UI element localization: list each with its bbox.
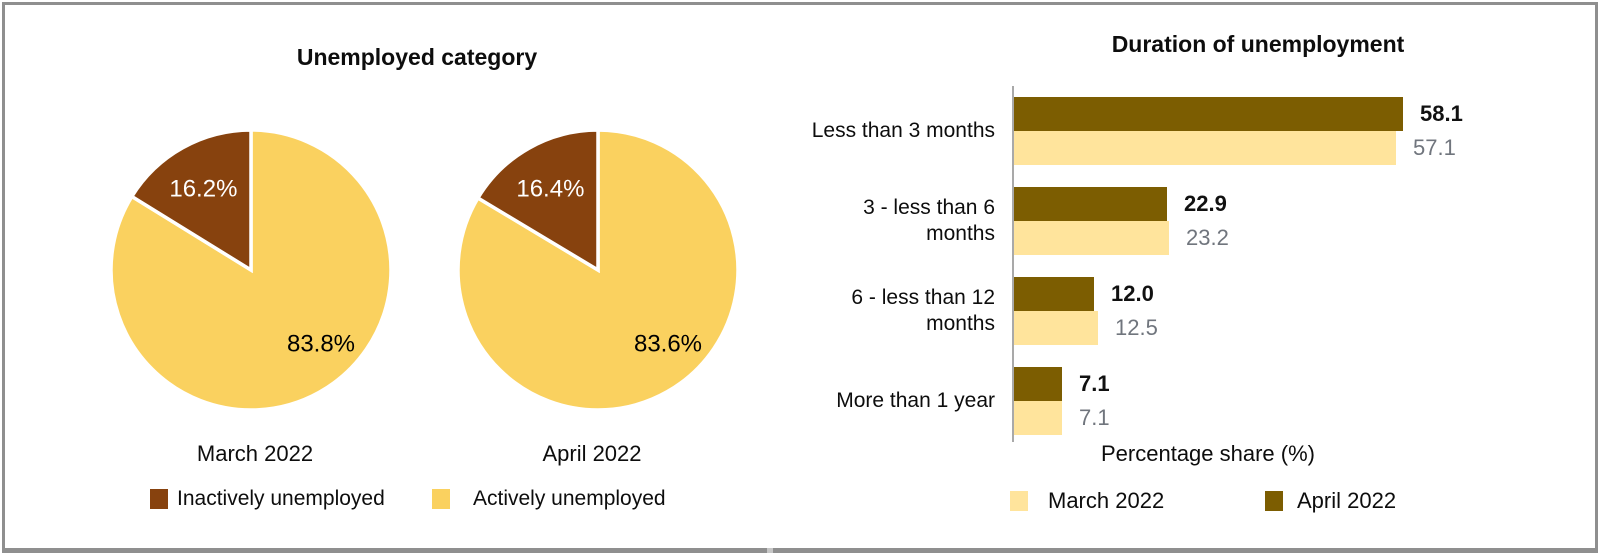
bar-april-2022-6-less-than-12 xyxy=(1014,277,1094,311)
march-2022-swatch xyxy=(1010,491,1028,511)
bar-chart-y-axis xyxy=(1012,86,1014,442)
bar-legend-label: April 2022 xyxy=(1297,488,1397,513)
bar-march-2022-6-less-than-12 xyxy=(1014,311,1098,345)
pie-caption-march: March 2022 xyxy=(196,441,314,466)
pie-slice-inactively-unemployed xyxy=(475,128,600,274)
inactively-unemployed-swatch xyxy=(150,489,168,509)
bar-legend-item-march-2022: March 2022 xyxy=(1010,488,1164,514)
bar-april-2022-3-less-than-6 xyxy=(1014,187,1167,221)
bar-april-2022-more-than-1-year xyxy=(1014,367,1062,401)
pie-slice-inactively-unemployed xyxy=(129,128,253,274)
pie-data-label-actively-unemployed: 83.6% xyxy=(634,331,702,358)
bar-value-label-april-2022: 7.1 xyxy=(1079,371,1110,396)
bar-legend-label: March 2022 xyxy=(1048,488,1165,513)
bar-category-label: 3 - less than 6 months xyxy=(863,196,995,245)
bar-value-label-april-2022: 12.0 xyxy=(1111,281,1154,306)
pie-legend-label: Inactively unemployed xyxy=(177,487,385,510)
pie-chart-title: Unemployed category xyxy=(296,44,538,70)
bar-legend-item-april-2022: April 2022 xyxy=(1265,488,1396,514)
bar-category-label: More than 1 year xyxy=(836,389,995,412)
bar-march-2022-more-than-1-year xyxy=(1014,401,1062,435)
pie-chart-march-2022: 16.2% 83.8% xyxy=(109,128,393,412)
pie-caption-april: April 2022 xyxy=(542,441,642,466)
page-border-notch xyxy=(767,548,773,553)
bar-value-label-march-2022: 7.1 xyxy=(1079,405,1110,430)
actively-unemployed-swatch xyxy=(432,489,450,509)
bar-value-label-march-2022: 57.1 xyxy=(1413,135,1456,160)
bar-march-2022-3-less-than-6 xyxy=(1014,221,1169,255)
april-2022-swatch xyxy=(1265,491,1283,511)
pie-data-label-actively-unemployed: 83.8% xyxy=(287,331,355,358)
bar-category-label: Less than 3 months xyxy=(811,119,995,142)
bar-march-2022-less-than-3-months xyxy=(1014,131,1396,165)
bar-xaxis-label: Percentage share (%) xyxy=(1101,441,1315,466)
pie-chart-april-2022: 16.4% 83.6% xyxy=(456,128,740,412)
bar-value-label-april-2022: 22.9 xyxy=(1184,191,1227,216)
bar-chart-title: Duration of unemployment xyxy=(1111,31,1405,57)
pie-legend-label: Actively unemployed xyxy=(473,487,666,510)
bar-category-label: 6 - less than 12 months xyxy=(851,286,995,335)
bar-value-label-march-2022: 23.2 xyxy=(1186,225,1229,250)
pie-legend-item-inactively-unemployed: Inactively unemployed xyxy=(150,487,385,511)
bar-april-2022-less-than-3-months xyxy=(1014,97,1403,131)
pie-data-label-inactively-unemployed: 16.2% xyxy=(169,175,237,202)
pie-legend-item-actively-unemployed: Actively unemployed xyxy=(432,487,666,511)
pie-data-label-inactively-unemployed: 16.4% xyxy=(516,175,584,202)
bar-value-label-march-2022: 12.5 xyxy=(1115,315,1158,340)
bar-value-label-april-2022: 58.1 xyxy=(1420,101,1463,126)
